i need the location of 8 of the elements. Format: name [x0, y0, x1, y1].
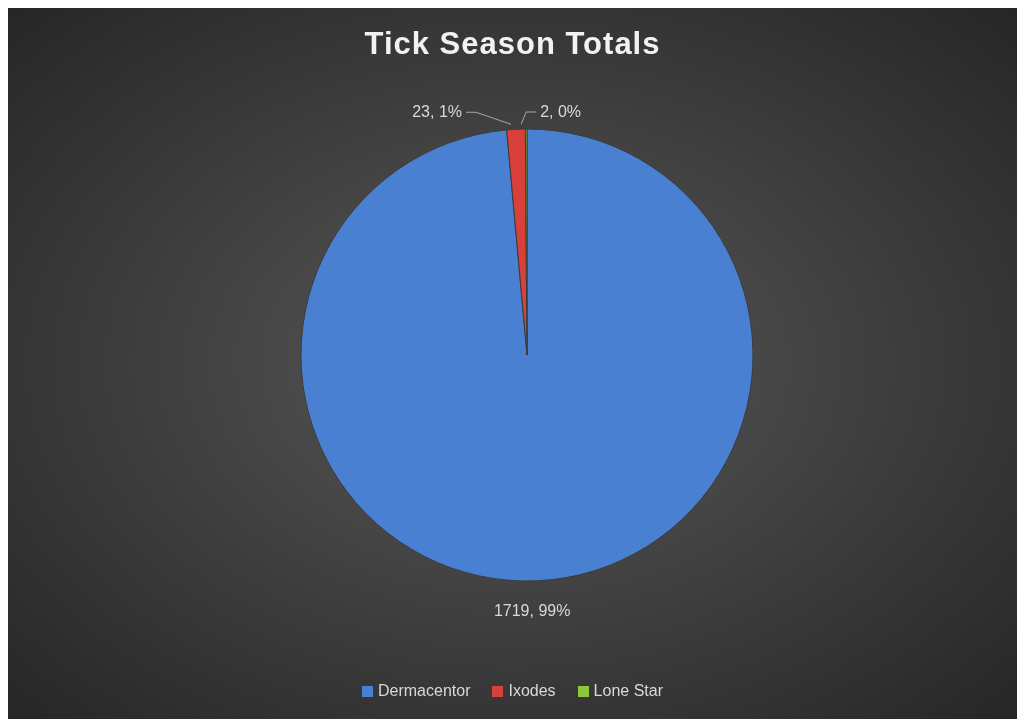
data-label: 1719, 99% [493, 601, 571, 619]
pie-slice [300, 128, 754, 582]
legend-label: Ixodes [508, 682, 556, 700]
chart-title: Tick Season Totals [363, 26, 662, 62]
data-label: 2, 0% [540, 103, 582, 120]
legend-label: Lone Star [593, 682, 663, 700]
slice-label: Dermacentor [377, 682, 471, 700]
data-label: 23, 1% [412, 103, 463, 121]
